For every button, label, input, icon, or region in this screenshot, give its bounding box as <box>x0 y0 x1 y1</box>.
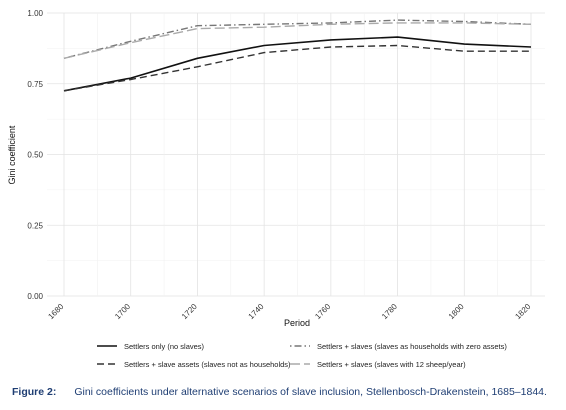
y-tick-label: 0.75 <box>27 80 43 89</box>
x-tick-label: 1680 <box>46 302 65 321</box>
x-tick-label: 1820 <box>513 302 532 321</box>
line-chart: 0.00 0.25 0.50 0.75 1.00 1680 1700 1720 1740 176… <box>7 9 545 369</box>
y-tick-label: 0.25 <box>27 221 43 230</box>
series-lines <box>63 19 532 92</box>
x-tick-label: 1720 <box>180 302 199 321</box>
x-tick-label: 1780 <box>380 302 399 321</box>
legend-label: Settlers + slaves (slaves as households … <box>317 342 507 351</box>
figure-caption: Figure 2: Gini coefficients under alterna… <box>12 386 562 398</box>
series-line-3 <box>63 19 532 59</box>
grid-lines <box>47 12 545 297</box>
x-axis-title: Period <box>284 318 310 328</box>
x-tick-label: 1760 <box>313 302 332 321</box>
series-line-2 <box>63 44 531 92</box>
series-line-4 <box>63 22 532 59</box>
y-tick-label: 1.00 <box>27 9 43 18</box>
x-tick-label: 1800 <box>447 302 466 321</box>
y-axis-title: Gini coefficient <box>7 125 17 184</box>
figure-caption-text: Gini coefficients under alternative scen… <box>74 386 547 398</box>
y-tick-label: 0.00 <box>27 292 43 301</box>
y-tick-label: 0.50 <box>27 151 43 160</box>
series-line-1 <box>63 36 532 92</box>
legend-label: Settlers only (no slaves) <box>124 342 205 351</box>
legend-label: Settlers + slaves (slaves with 12 sheep/… <box>317 360 466 369</box>
x-tick-label: 1700 <box>113 302 132 321</box>
figure-caption-label: Figure 2: <box>12 386 57 398</box>
legend-label: Settlers + slave assets (slaves not as h… <box>124 360 291 369</box>
legend: Settlers only (no slaves) Settlers + slav… <box>97 342 507 369</box>
y-tick-labels: 0.00 0.25 0.50 0.75 1.00 <box>27 9 43 301</box>
x-tick-label: 1740 <box>247 302 266 321</box>
